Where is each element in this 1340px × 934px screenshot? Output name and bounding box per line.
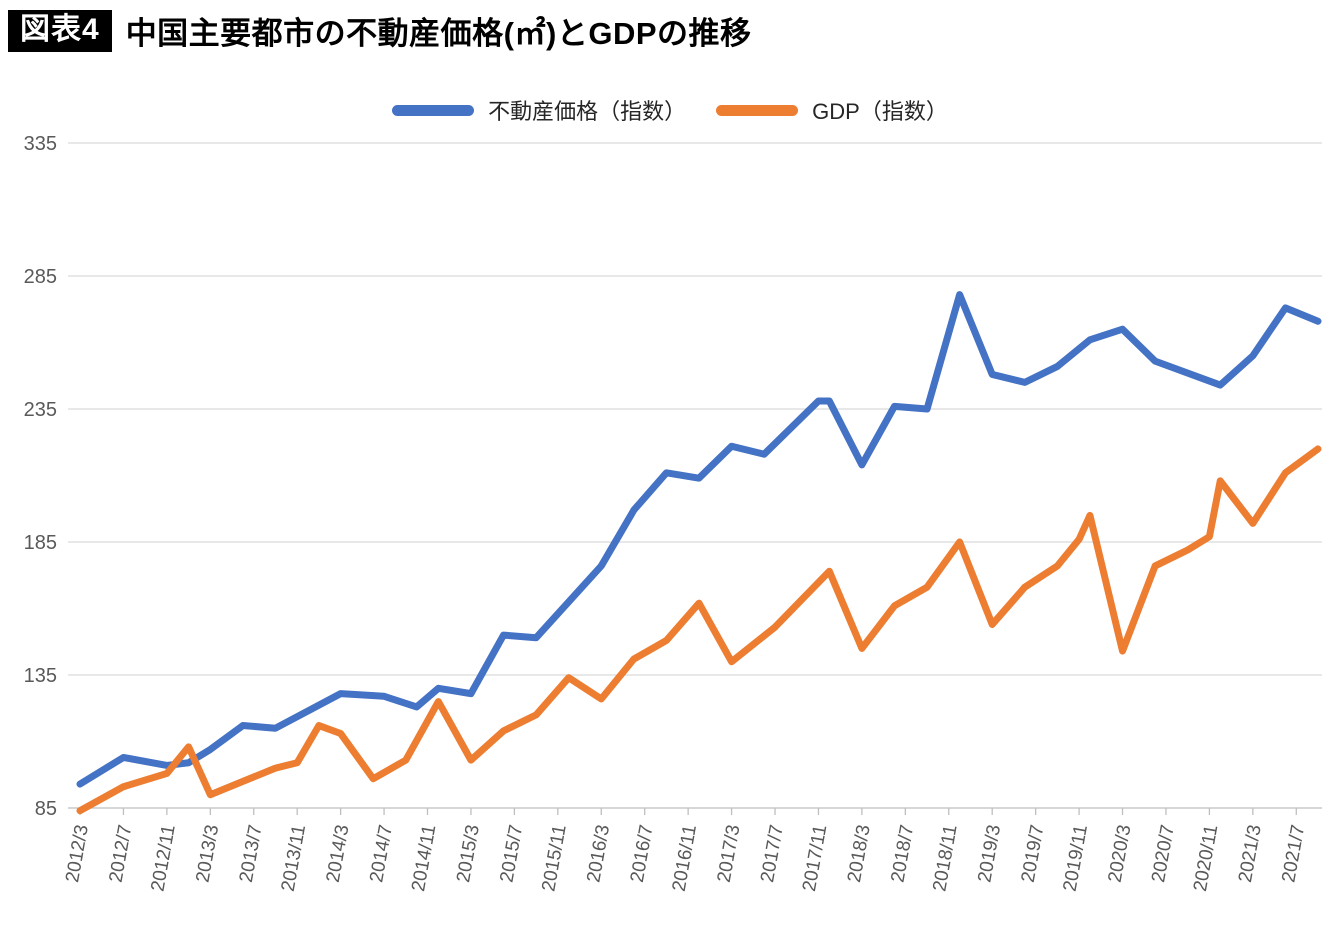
y-axis-tick-label: 285	[24, 266, 57, 288]
x-axis-tick-label: 2012/7	[106, 823, 137, 884]
legend-label-gdp: GDP（指数）	[812, 99, 948, 124]
x-axis-tick-label: 2012/3	[62, 823, 93, 884]
y-axis-tick-label: 135	[24, 665, 57, 687]
x-axis-tick-label: 2013/11	[278, 823, 310, 893]
series-line-gdp	[76, 445, 1322, 815]
legend-item-gdp: GDP（指数）	[716, 94, 948, 126]
x-axis-tick-label: 2015/11	[538, 823, 570, 893]
x-axis-tick-label: 2016/3	[583, 823, 614, 884]
x-axis-tick-label: 2020/11	[1190, 823, 1222, 893]
x-axis-tick-label: 2014/11	[408, 823, 440, 893]
legend-label-property-price: 不動産価格（指数）	[488, 99, 687, 124]
title-row: 図表4 中国主要都市の不動産価格(㎡)とGDPの推移	[8, 8, 752, 53]
x-axis-tick-label: 2019/3	[974, 823, 1005, 884]
x-axis-tick-label: 2017/11	[799, 823, 831, 893]
x-axis-tick-label: 2015/3	[453, 823, 484, 884]
x-axis-tick-label: 2014/3	[323, 823, 354, 884]
x-axis-tick-label: 2017/7	[757, 823, 788, 884]
chart-legend: 不動産価格（指数） GDP（指数）	[0, 94, 1340, 126]
legend-swatch-property-price-icon	[392, 104, 475, 116]
x-axis-tick-label: 2013/7	[236, 823, 267, 884]
x-axis-tick-label: 2020/7	[1148, 823, 1179, 884]
x-axis-tick-label: 2018/7	[887, 823, 918, 884]
x-axis-tick-label: 2015/7	[497, 823, 528, 884]
x-axis-tick-label: 2018/3	[844, 823, 875, 884]
x-axis-tick-label: 2019/7	[1018, 823, 1049, 884]
series-line-property-price	[76, 291, 1322, 788]
x-axis-tick-label: 2016/11	[669, 823, 701, 893]
x-axis-tick-label: 2017/3	[714, 823, 745, 884]
y-axis-tick-label: 85	[35, 798, 57, 820]
x-axis-tick-label: 2018/11	[929, 823, 961, 893]
x-axis-tick-label: 2021/7	[1278, 823, 1309, 884]
x-axis-tick-label: 2013/3	[192, 823, 223, 884]
y-axis-tick-label: 235	[24, 399, 57, 421]
x-axis-tick-label: 2014/7	[366, 823, 397, 884]
x-axis-tick-label: 2012/11	[147, 823, 179, 893]
page-title: 中国主要都市の不動産価格(㎡)とGDPの推移	[125, 16, 752, 51]
x-axis-tick-label: 2020/3	[1105, 823, 1136, 884]
y-axis-tick-label: 335	[24, 133, 57, 155]
legend-item-property-price: 不動産価格（指数）	[392, 94, 686, 126]
x-axis-tick-label: 2016/7	[627, 823, 658, 884]
y-axis-tick-label: 185	[24, 532, 57, 554]
x-axis-tick-label: 2021/3	[1235, 823, 1266, 884]
x-axis-tick-label: 2019/11	[1060, 823, 1092, 893]
legend-swatch-gdp-icon	[716, 104, 799, 116]
title-badge: 図表4	[8, 9, 112, 52]
